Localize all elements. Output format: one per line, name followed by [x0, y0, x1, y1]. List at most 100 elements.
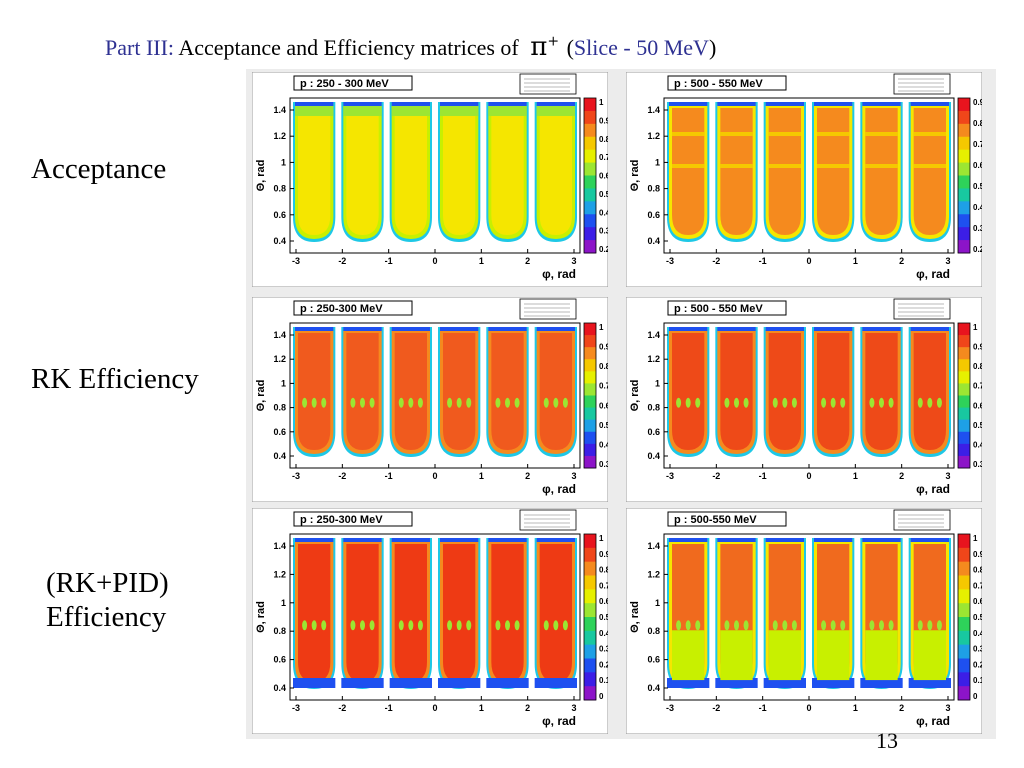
sector-4 [438, 327, 481, 457]
x-axis-label: φ, rad [542, 714, 576, 728]
x-tick-label: 0 [806, 471, 811, 481]
x-tick-label: -1 [759, 471, 767, 481]
title-paren-close: ) [708, 35, 717, 60]
sector-4 [812, 538, 855, 689]
momentum-label: p : 500 - 550 MeV [674, 303, 763, 315]
x-tick-label: 0 [806, 256, 811, 266]
y-axis-label: Θ, rad [255, 380, 267, 412]
x-tick-label: -2 [712, 256, 720, 266]
y-tick-label: 0.8 [273, 403, 286, 413]
x-tick-label: -3 [666, 471, 674, 481]
title-part: Part III: [105, 35, 175, 60]
y-axis-label: Θ, rad [255, 601, 267, 633]
y-tick-label: 1.4 [273, 541, 286, 551]
panel-rk-250: p : 250-300 MeV 1.4 1.2 1 0.8 0.6 0.4 Θ, rad -3 -… [252, 297, 608, 502]
z-tick-label: 0.6 [973, 401, 982, 410]
x-tick-label: 3 [571, 256, 576, 266]
x-tick-label: 0 [432, 256, 437, 266]
y-tick-label: 0.4 [273, 236, 286, 246]
y-tick-label: 1 [655, 598, 660, 608]
z-tick-label: 0.4 [973, 203, 982, 212]
y-tick-label: 1.2 [647, 354, 660, 364]
sector-2 [341, 538, 384, 689]
y-tick-label: 1 [655, 378, 660, 388]
slide-title: Part III: Acceptance and Efficiency matr… [105, 32, 716, 62]
z-tick-label: 0.9 [973, 343, 982, 352]
y-tick-label: 0.6 [647, 427, 660, 437]
z-tick-label: 0.1 [973, 676, 982, 685]
sector-3 [763, 102, 806, 242]
z-tick-label: 0.4 [599, 629, 608, 638]
x-axis-label: φ, rad [916, 267, 950, 281]
y-tick-label: 0.6 [273, 427, 286, 437]
sector-4 [812, 102, 855, 242]
x-tick-label: 1 [853, 471, 858, 481]
y-tick-label: 1.4 [273, 330, 286, 340]
momentum-label: p : 250 - 300 MeV [300, 78, 389, 90]
row-label-rk-pid-efficiency: (RK+PID) Efficiency [46, 567, 169, 633]
sector-2 [715, 327, 758, 457]
sector-2 [715, 538, 758, 689]
z-tick-label: 0.8 [599, 135, 608, 144]
x-tick-label: 1 [479, 471, 484, 481]
y-tick-label: 0.6 [273, 655, 286, 665]
momentum-label: p : 500-550 MeV [674, 514, 757, 526]
x-tick-label: 2 [525, 471, 530, 481]
x-tick-label: 2 [525, 256, 530, 266]
x-tick-label: 3 [945, 471, 950, 481]
x-tick-label: -1 [385, 703, 393, 713]
x-tick-label: -2 [338, 703, 346, 713]
z-tick-label: 0.5 [599, 613, 608, 622]
z-tick-label: 0.5 [599, 421, 608, 430]
sector-2 [341, 327, 384, 457]
z-tick-label: 0.3 [599, 645, 608, 654]
x-tick-label: 2 [525, 703, 530, 713]
x-tick-label: -2 [712, 703, 720, 713]
x-axis-label: φ, rad [542, 482, 576, 496]
sector-5 [486, 538, 529, 689]
x-tick-label: 3 [945, 703, 950, 713]
z-tick-label: 0.9 [973, 98, 982, 107]
x-tick-label: -2 [338, 256, 346, 266]
z-tick-label: 0.1 [599, 676, 608, 685]
x-tick-label: 1 [479, 256, 484, 266]
y-axis-label: Θ, rad [255, 160, 267, 192]
page-number: 13 [876, 728, 898, 753]
sector-5 [860, 327, 903, 457]
z-tick-label: 0.7 [973, 581, 982, 590]
y-tick-label: 1.2 [273, 354, 286, 364]
sector-1 [293, 102, 336, 242]
momentum-label: p : 500 - 550 MeV [674, 78, 763, 90]
y-tick-label: 0.8 [647, 403, 660, 413]
sector-6 [908, 538, 951, 689]
x-tick-label: 0 [806, 703, 811, 713]
sector-1 [293, 538, 336, 689]
z-tick-label: 0.3 [973, 224, 982, 233]
sector-5 [860, 102, 903, 242]
z-tick-label: 0.9 [599, 550, 608, 559]
z-tick-label: 0.9 [973, 550, 982, 559]
x-tick-label: 0 [432, 471, 437, 481]
z-tick-label: 0.2 [973, 245, 982, 254]
z-tick-label: 0.4 [599, 208, 608, 217]
x-tick-label: 1 [853, 703, 858, 713]
x-tick-label: 0 [432, 703, 437, 713]
y-tick-label: 0.6 [647, 655, 660, 665]
z-tick-label: 0.2 [973, 660, 982, 669]
x-axis-label: φ, rad [542, 267, 576, 281]
z-tick-label: 0.5 [973, 613, 982, 622]
y-tick-label: 0.8 [273, 626, 286, 636]
z-tick-label: 0.3 [973, 645, 982, 654]
z-tick-label: 1 [973, 534, 978, 543]
z-tick-label: 0.7 [973, 140, 982, 149]
z-tick-label: 0.3 [599, 460, 608, 469]
x-tick-label: 1 [853, 256, 858, 266]
momentum-label: p : 250-300 MeV [300, 303, 383, 315]
y-tick-label: 1 [281, 378, 286, 388]
x-tick-label: -3 [292, 256, 300, 266]
z-tick-label: 0 [599, 692, 604, 701]
z-tick-label: 0.8 [973, 566, 982, 575]
x-tick-label: -1 [759, 256, 767, 266]
x-tick-label: -3 [666, 256, 674, 266]
x-tick-label: 3 [571, 471, 576, 481]
